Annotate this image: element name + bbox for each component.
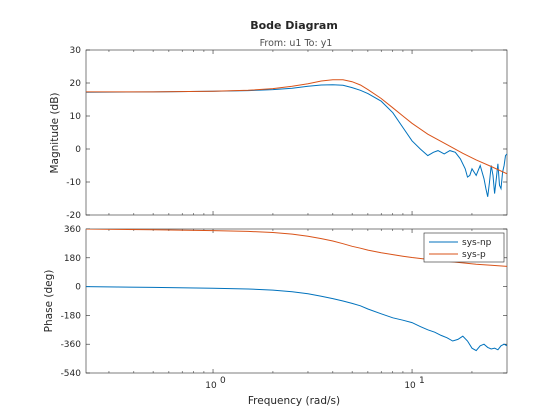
magnitude-y-tick-label: -10: [66, 178, 81, 188]
phase-y-tick-label: 360: [64, 225, 81, 235]
magnitude-y-tick-label: 20: [70, 79, 82, 89]
x-tick-label: 10: [404, 381, 416, 391]
phase-y-tick-label: -180: [61, 311, 82, 321]
magnitude-y-axis-label: Magnitude (dB): [49, 92, 61, 173]
phase-y-tick-label: -360: [61, 340, 82, 350]
legend-label-sys-np: sys-np: [462, 238, 492, 248]
magnitude-axes-box: [85, 49, 508, 216]
legend-label-sys-p: sys-p: [462, 250, 486, 260]
legend: sys-np sys-p: [423, 232, 505, 263]
magnitude-series-sys-p: [86, 79, 507, 175]
phase-y-tick-label: 0: [75, 283, 81, 293]
x-axis-label: Frequency (rad/s): [248, 395, 340, 407]
phase-y-tick-label: -540: [61, 369, 82, 379]
magnitude-y-tick-label: 10: [70, 112, 82, 122]
legend-box: [423, 232, 505, 263]
magnitude-panel: -20 -10 0 10 20 30: [66, 46, 508, 221]
chart-subtitle: From: u1 To: y1: [260, 38, 333, 49]
phase-series-sys-np: [86, 286, 507, 352]
x-tick-label-exponent: 0: [220, 376, 226, 386]
x-tick-label: 10: [205, 381, 217, 391]
magnitude-series-sys-np: [86, 84, 507, 197]
phase-y-axis-label: Phase (deg): [43, 270, 55, 333]
magnitude-y-tick-label: 0: [75, 145, 81, 155]
phase-y-tick-label: 180: [64, 254, 81, 264]
magnitude-y-tick-label: 30: [70, 46, 82, 56]
x-tick-label-exponent: 1: [419, 376, 425, 386]
chart-title: Bode Diagram: [250, 19, 338, 32]
magnitude-y-tick-label: -20: [66, 211, 81, 221]
